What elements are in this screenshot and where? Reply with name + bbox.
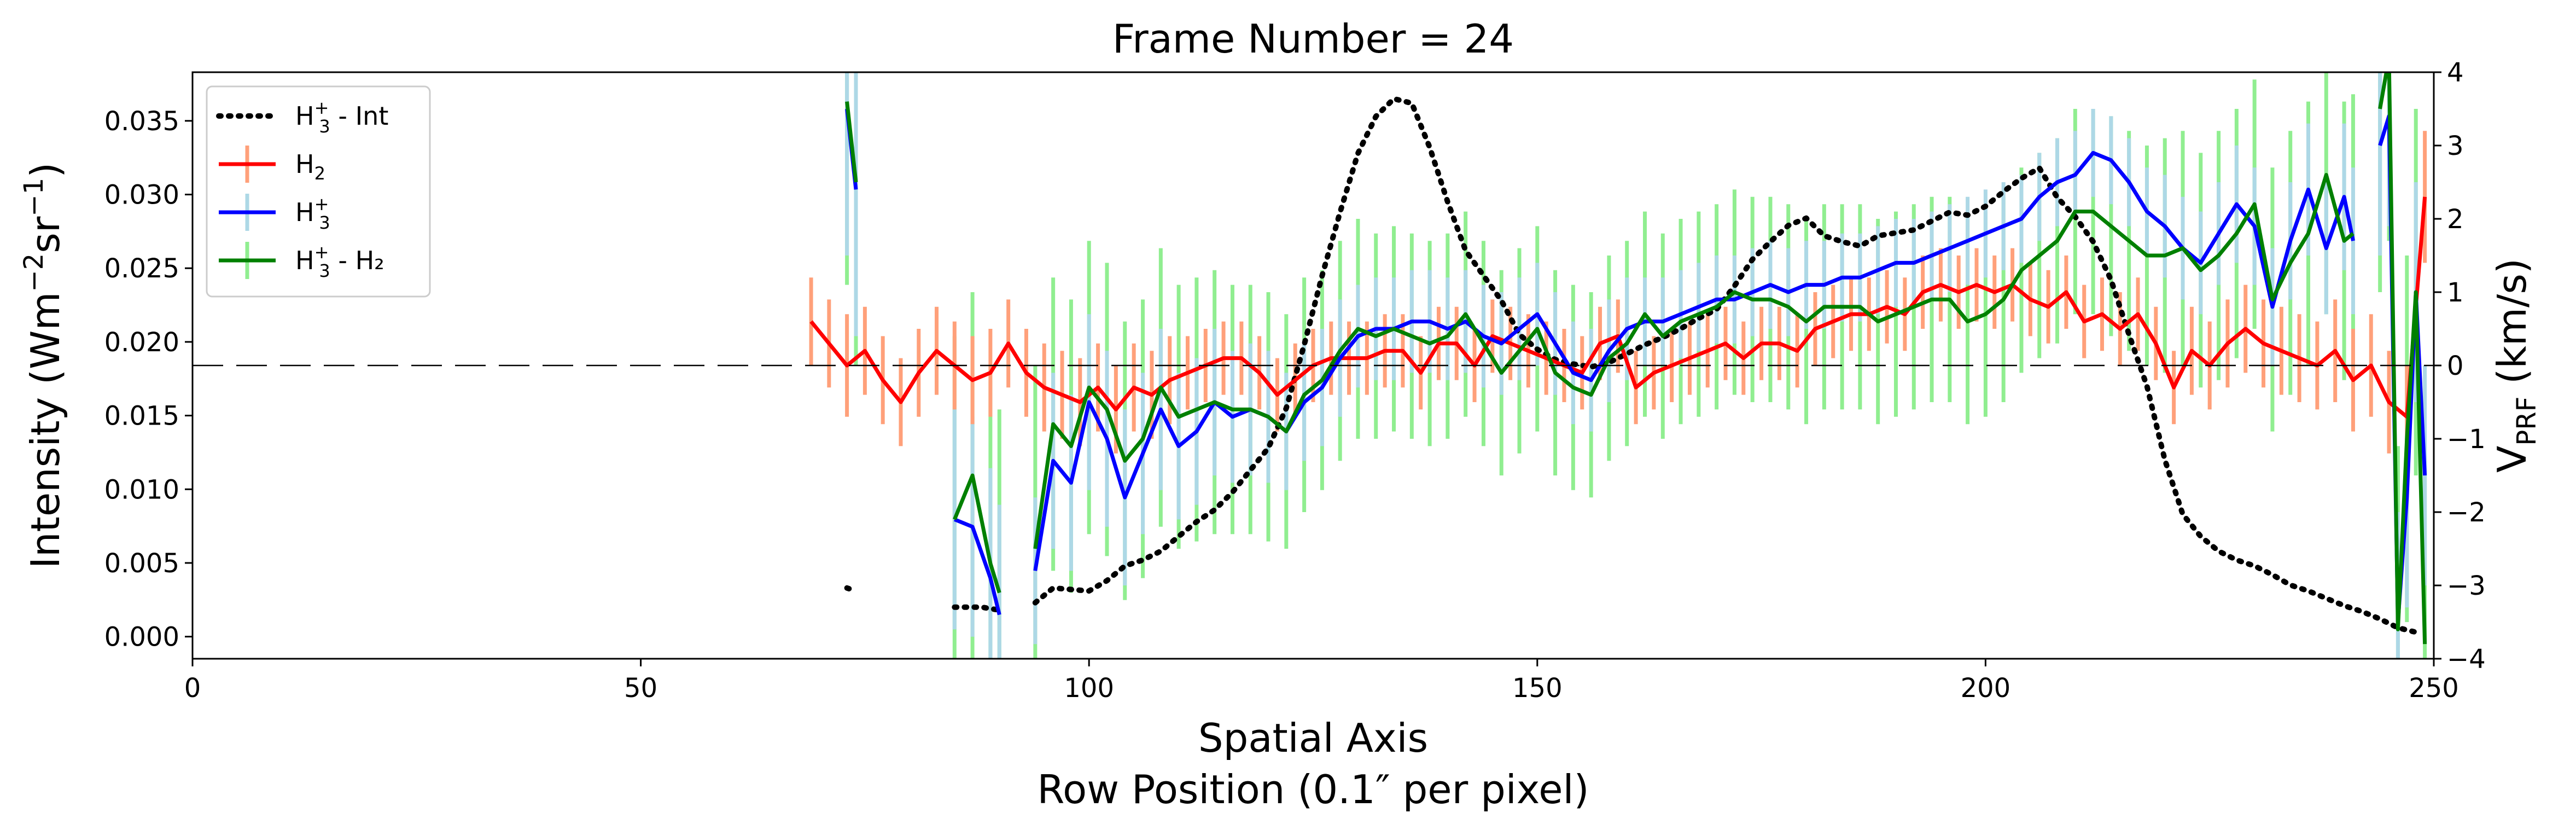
series-line-h3plus-h2 [953, 473, 1001, 594]
y-left-tick-label: 0.015 [104, 401, 179, 432]
y-left-axis-ticks: 0.000 0.005 0.010 0.015 0.020 0.025 0.030 0.035 [104, 106, 193, 653]
legend-label: H+ 3 [295, 194, 330, 233]
y-left-tick-label: 0.030 [104, 180, 179, 211]
y-right-tick-label: 3 [2447, 131, 2464, 161]
legend-label: H+ 3 - H₂ [295, 242, 384, 281]
x-axis-label-line1: Spatial Axis [1198, 715, 1428, 761]
y-left-tick-label: 0.025 [104, 253, 179, 284]
x-axis-ticks: 0 50 100 150 200 250 [184, 659, 2459, 704]
y-right-label-part1: V [2489, 446, 2535, 473]
legend-label: H+ 3 - Int [295, 97, 388, 137]
y-left-label-part1: Intensity (Wm [22, 292, 68, 569]
errorbar-layer [809, 72, 2427, 659]
y-right-tick-label: −4 [2447, 644, 2486, 675]
series-layer [809, 72, 2427, 645]
y-left-label-sup1: −2 [19, 253, 49, 292]
y-right-tick-label: 2 [2447, 204, 2464, 235]
y-left-label-part3: ) [22, 162, 68, 178]
y-left-tick-label: 0.010 [104, 474, 179, 505]
y-left-tick-label: 0.020 [104, 327, 179, 358]
y-right-tick-label: 1 [2447, 277, 2464, 308]
series-line-h2 [809, 196, 2427, 419]
y-left-tick-label: 0.005 [104, 548, 179, 579]
y-left-tick-label: 0.035 [104, 106, 179, 137]
series-line-h3plus-int [952, 604, 1003, 613]
series-line-h3plus-h2 [2378, 72, 2427, 645]
series-line-h3plus [953, 518, 1001, 616]
x-tick-label: 200 [1961, 673, 2011, 704]
x-axis-label-line2: Row Position (0.1″ per pixel) [1037, 767, 1589, 812]
y-right-axis-label: VPRF (km/s) [2489, 258, 2542, 473]
x-tick-label: 100 [1064, 673, 1114, 704]
x-tick-label: 0 [184, 673, 201, 704]
chart-title: Frame Number = 24 [1112, 16, 1514, 62]
legend-box [206, 85, 431, 298]
legend: H+ 3 - Int H2 H+ 3 H+ 3 - H₂ [206, 85, 431, 298]
y-right-label-sub: PRF [2511, 397, 2542, 446]
y-left-tick-label: 0.000 [104, 622, 179, 653]
series-line-h3plus-h2 [1033, 173, 2354, 549]
y-left-label-part2: sr [22, 216, 68, 253]
y-right-label-part2: (km/s) [2489, 258, 2535, 397]
x-tick-label: 50 [624, 673, 657, 704]
y-right-tick-label: −1 [2447, 424, 2486, 455]
x-tick-label: 150 [1512, 673, 1563, 704]
y-left-label-sup2: −1 [19, 178, 49, 217]
x-tick-label: 250 [2409, 673, 2459, 704]
y-right-tick-label: 4 [2447, 57, 2464, 88]
series-line-h3plus-h2 [845, 101, 858, 183]
series-line-h3plus-int [844, 585, 859, 594]
y-right-tick-label: −2 [2447, 497, 2486, 528]
y-left-axis-label: Intensity (Wm−2sr−1) [19, 162, 68, 568]
y-right-tick-label: 0 [2447, 351, 2464, 381]
legend-label: H2 [295, 149, 325, 184]
y-right-tick-label: −3 [2447, 571, 2486, 601]
y-right-axis-ticks: −4 −3 −2 −1 0 1 2 3 4 [2434, 57, 2486, 675]
